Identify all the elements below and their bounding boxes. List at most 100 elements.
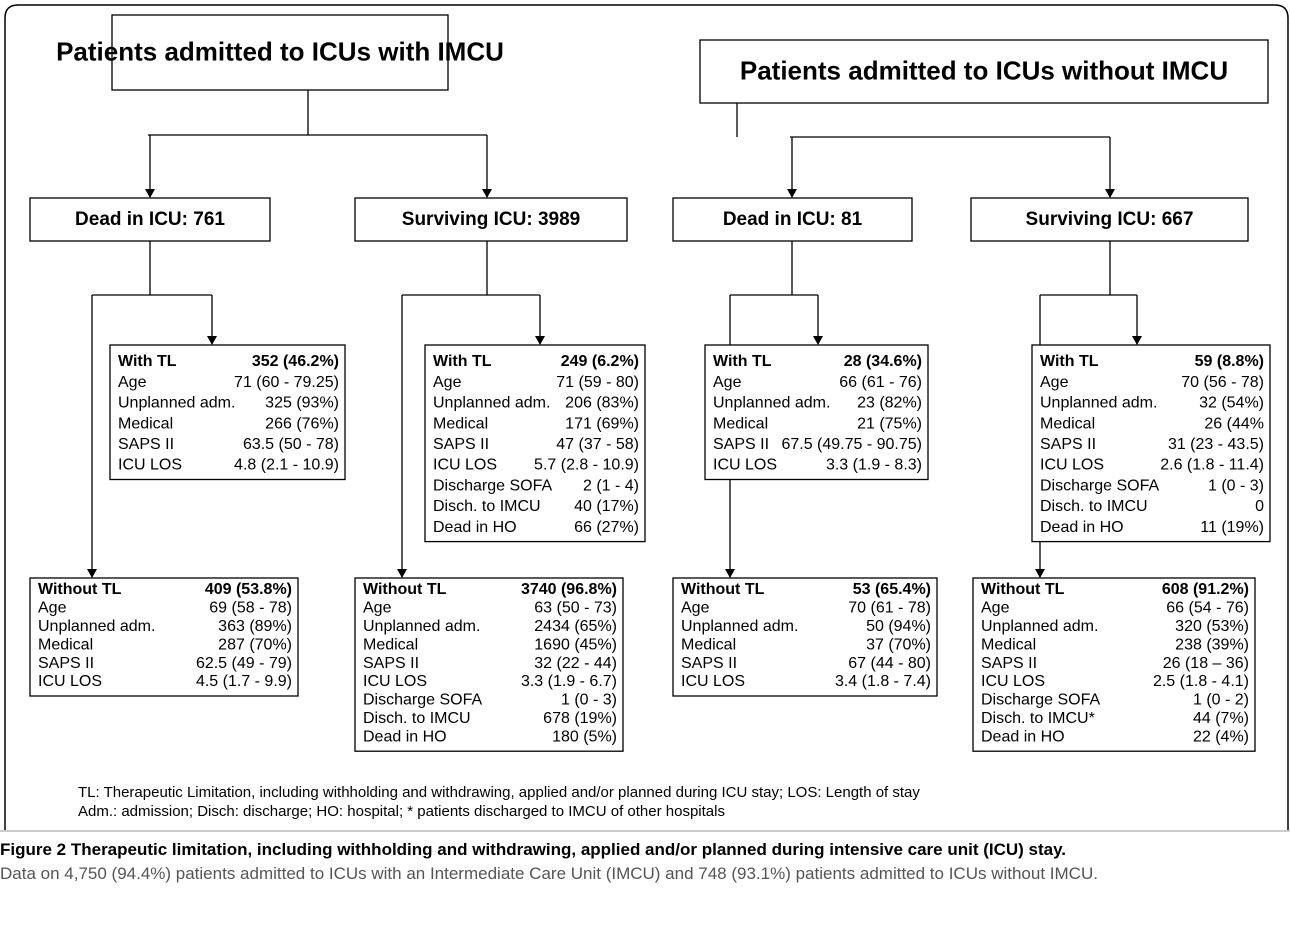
row-value: 1 (0 - 3) (561, 692, 617, 709)
branch-box (672, 197, 913, 242)
row-value: 66 (27%) (574, 519, 639, 536)
row-value: 53 (65.4%) (853, 581, 931, 598)
row-value: 67 (44 - 80) (848, 655, 931, 672)
row-value: 678 (19%) (543, 710, 617, 727)
group-box (699, 39, 1269, 104)
row-value: 66 (54 - 76) (1166, 600, 1249, 617)
frame (4, 4, 1289, 830)
row-label: SAPS II (38, 655, 94, 672)
row-value: 71 (59 - 80) (556, 374, 639, 391)
row-value: 180 (5%) (552, 728, 617, 745)
row-label: Medical (981, 636, 1036, 653)
row-value: 2.5 (1.8 - 4.1) (1153, 673, 1249, 690)
row-value: 23 (82%) (857, 395, 922, 412)
row-value: 66 (61 - 76) (839, 374, 922, 391)
stats-box (972, 577, 1256, 752)
row-value: 70 (56 - 78) (1181, 374, 1264, 391)
row-label: Age (713, 374, 742, 391)
group-box (111, 14, 449, 91)
row-value: 44 (7%) (1193, 710, 1249, 727)
row-value: 0 (1255, 498, 1264, 515)
row-label: With TL (433, 353, 492, 370)
row-label: Without TL (38, 581, 122, 598)
row-value: 67.5 (49.75 - 90.75) (781, 436, 922, 453)
separator (0, 830, 1290, 832)
row-value: 2.6 (1.8 - 11.4) (1160, 457, 1264, 474)
row-label: Unplanned adm. (681, 618, 798, 635)
row-label: ICU LOS (363, 673, 427, 690)
row-value: 50 (94%) (866, 618, 931, 635)
row-label: Discharge SOFA (981, 692, 1100, 709)
row-label: Age (1040, 374, 1069, 391)
footnote: TL: Therapeutic Limitation, including wi… (78, 784, 920, 801)
row-value: 63 (50 - 73) (534, 600, 617, 617)
row-value: 4.5 (1.7 - 9.9) (196, 673, 292, 690)
caption-text: Data on 4,750 (94.4%) patients admitted … (0, 864, 1098, 883)
group-title: Patients admitted to ICUs with IMCU (56, 36, 504, 66)
row-value: 26 (44% (1204, 415, 1264, 432)
row-label: Discharge SOFA (433, 477, 552, 494)
caption-title: Figure 2 Therapeutic limitation, includi… (0, 840, 1067, 859)
row-value: 37 (70%) (866, 636, 931, 653)
stats-box (424, 344, 646, 543)
row-value: 47 (37 - 58) (556, 436, 639, 453)
row-value: 32 (54%) (1199, 395, 1264, 412)
row-value: 352 (46.2%) (252, 353, 339, 370)
footnote: Adm.: admission; Disch: discharge; HO: h… (78, 803, 725, 820)
row-label: SAPS II (433, 436, 489, 453)
row-label: Without TL (981, 581, 1065, 598)
caption: Figure 2 Therapeutic limitation, includi… (0, 830, 1290, 886)
row-value: 238 (39%) (1175, 636, 1249, 653)
row-value: 266 (76%) (265, 415, 339, 432)
row-label: Unplanned adm. (981, 618, 1098, 635)
row-label: Age (433, 374, 462, 391)
row-value: 63.5 (50 - 78) (243, 436, 339, 453)
row-label: SAPS II (681, 655, 737, 672)
row-value: 28 (34.6%) (844, 353, 922, 370)
row-value: 320 (53%) (1175, 618, 1249, 635)
row-value: 31 (23 - 43.5) (1168, 436, 1264, 453)
group-title: Patients admitted to ICUs without IMCU (740, 55, 1228, 85)
row-label: SAPS II (981, 655, 1037, 672)
row-label: ICU LOS (713, 457, 777, 474)
row-label: Without TL (363, 581, 447, 598)
row-label: Age (363, 600, 392, 617)
branch-box (970, 197, 1249, 242)
branch-box (354, 197, 628, 242)
row-label: Medical (1040, 415, 1095, 432)
row-value: 22 (4%) (1193, 728, 1249, 745)
row-value: 4.8 (2.1 - 10.9) (234, 457, 339, 474)
row-value: 3.4 (1.8 - 7.4) (835, 673, 931, 690)
row-label: Medical (38, 636, 93, 653)
stats-box (109, 344, 346, 481)
row-value: 2434 (65%) (534, 618, 617, 635)
stats-box (672, 577, 938, 697)
row-label: Dead in HO (981, 728, 1065, 745)
row-label: ICU LOS (118, 457, 182, 474)
stats-box (704, 344, 929, 481)
row-label: Unplanned adm. (1040, 395, 1157, 412)
row-label: ICU LOS (1040, 457, 1104, 474)
row-label: Dead in HO (433, 519, 517, 536)
row-value: 409 (53.8%) (205, 581, 292, 598)
row-value: 287 (70%) (218, 636, 292, 653)
row-value: 40 (17%) (574, 498, 639, 515)
row-value: 325 (93%) (265, 395, 339, 412)
row-label: SAPS II (363, 655, 419, 672)
row-label: Discharge SOFA (1040, 477, 1159, 494)
row-value: 62.5 (49 - 79) (196, 655, 292, 672)
row-label: With TL (118, 353, 177, 370)
row-label: Medical (713, 415, 768, 432)
row-label: SAPS II (1040, 436, 1096, 453)
row-label: Unplanned adm. (118, 395, 235, 412)
row-label: Age (981, 600, 1010, 617)
row-value: 3.3 (1.9 - 6.7) (521, 673, 617, 690)
branch-label: Dead in ICU: 761 (75, 209, 225, 230)
row-value: 171 (69%) (565, 415, 639, 432)
row-value: 2 (1 - 4) (583, 477, 639, 494)
row-value: 5.7 (2.8 - 10.9) (534, 457, 639, 474)
row-value: 32 (22 - 44) (534, 655, 617, 672)
row-label: ICU LOS (38, 673, 102, 690)
row-value: 70 (61 - 78) (848, 600, 931, 617)
